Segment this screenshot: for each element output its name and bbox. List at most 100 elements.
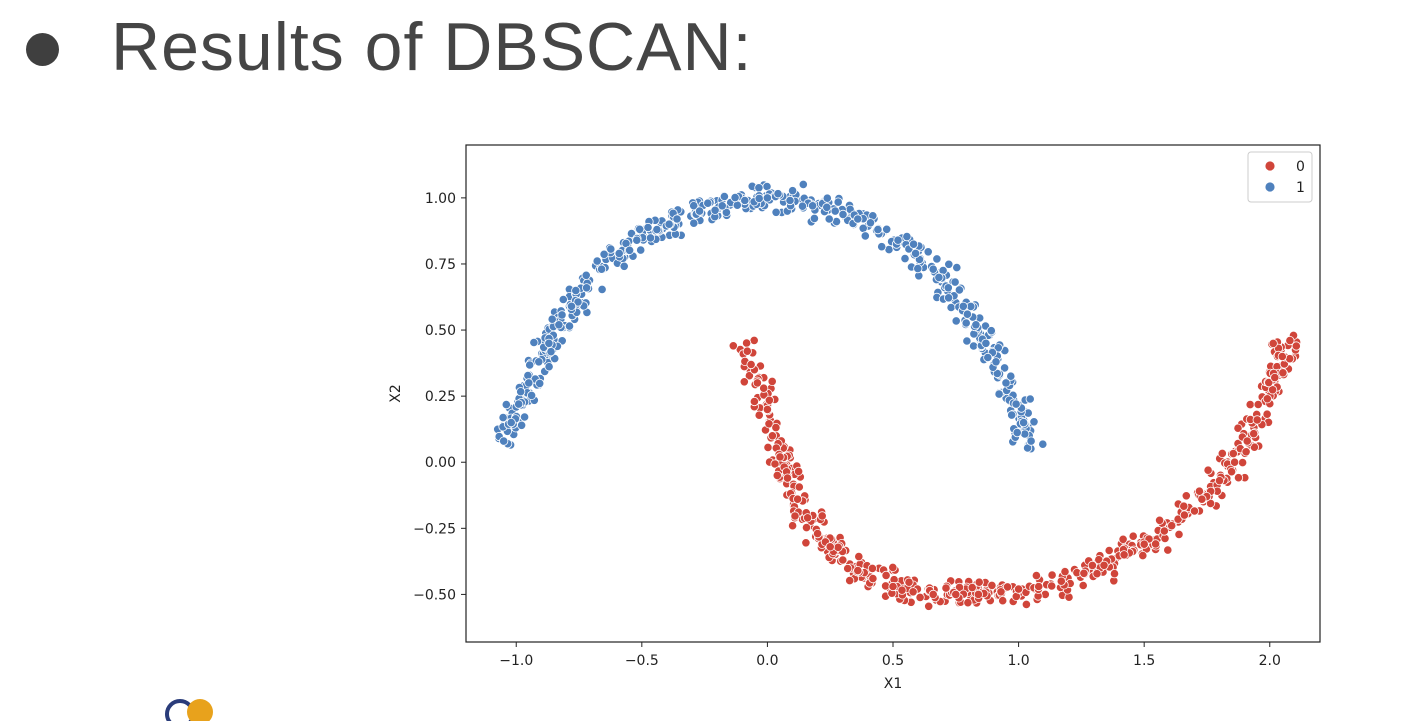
point-cluster-1 bbox=[703, 198, 713, 208]
point-cluster-1 bbox=[833, 197, 843, 207]
legend-marker bbox=[1264, 181, 1276, 193]
y-tick-label: −0.25 bbox=[413, 521, 456, 537]
point-cluster-1 bbox=[962, 336, 972, 346]
point-cluster-1 bbox=[951, 316, 961, 326]
point-cluster-0 bbox=[1167, 521, 1177, 531]
point-cluster-0 bbox=[1268, 338, 1278, 348]
point-cluster-1 bbox=[635, 224, 645, 234]
point-cluster-1 bbox=[544, 338, 554, 348]
point-cluster-1 bbox=[571, 285, 581, 296]
point-cluster-0 bbox=[1249, 442, 1260, 452]
slide-title: Results of DBSCAN: bbox=[26, 2, 753, 92]
y-tick-label: 1.00 bbox=[425, 191, 456, 207]
point-cluster-1 bbox=[882, 224, 892, 234]
point-cluster-1 bbox=[999, 363, 1010, 373]
title-text: Results of DBSCAN: bbox=[111, 9, 753, 85]
point-cluster-0 bbox=[904, 577, 914, 587]
point-cluster-1 bbox=[860, 231, 870, 241]
point-cluster-1 bbox=[971, 320, 981, 330]
point-cluster-1 bbox=[554, 320, 564, 330]
point-cluster-1 bbox=[1025, 394, 1035, 404]
point-cluster-1 bbox=[991, 357, 1001, 367]
point-cluster-0 bbox=[1179, 501, 1189, 511]
point-cluster-1 bbox=[516, 387, 526, 397]
point-cluster-0 bbox=[1217, 448, 1227, 458]
point-cluster-1 bbox=[632, 235, 642, 245]
point-cluster-0 bbox=[1138, 550, 1148, 561]
point-cluster-0 bbox=[728, 341, 738, 351]
point-cluster-1 bbox=[865, 218, 876, 228]
point-cluster-0 bbox=[928, 589, 938, 600]
point-cluster-1 bbox=[689, 201, 699, 211]
point-cluster-1 bbox=[824, 214, 834, 224]
point-cluster-1 bbox=[1011, 399, 1021, 409]
x-tick-label: 2.0 bbox=[1259, 653, 1281, 669]
point-cluster-1 bbox=[606, 244, 616, 254]
point-cluster-0 bbox=[749, 396, 760, 407]
point-cluster-0 bbox=[1021, 599, 1032, 610]
point-cluster-1 bbox=[992, 368, 1002, 379]
point-cluster-0 bbox=[1060, 567, 1070, 577]
point-cluster-0 bbox=[1262, 394, 1272, 404]
point-cluster-0 bbox=[1031, 570, 1042, 581]
point-cluster-1 bbox=[597, 284, 607, 294]
scatter-chart: −1.0 −0.5 0.0 0.5 1.0 1.5 2.0 −0.50 −0.25 0.00 0.2… bbox=[388, 144, 1321, 692]
point-cluster-1 bbox=[910, 248, 921, 258]
point-cluster-0 bbox=[1128, 531, 1138, 541]
point-cluster-0 bbox=[764, 395, 775, 405]
x-tick-label: 0.5 bbox=[882, 653, 904, 669]
point-cluster-1 bbox=[1038, 439, 1048, 449]
point-cluster-0 bbox=[967, 582, 977, 593]
point-cluster-1 bbox=[787, 186, 798, 196]
point-cluster-1 bbox=[946, 302, 956, 313]
point-cluster-1 bbox=[1026, 436, 1036, 446]
point-cluster-0 bbox=[996, 587, 1006, 597]
point-cluster-1 bbox=[614, 248, 624, 258]
point-cluster-1 bbox=[754, 193, 764, 203]
point-cluster-1 bbox=[830, 206, 840, 216]
point-cluster-1 bbox=[645, 233, 656, 243]
point-cluster-1 bbox=[573, 297, 583, 307]
point-cluster-0 bbox=[752, 378, 763, 388]
point-cluster-1 bbox=[534, 357, 544, 367]
point-cluster-0 bbox=[1214, 476, 1225, 486]
point-cluster-1 bbox=[797, 201, 808, 211]
point-cluster-1 bbox=[599, 249, 609, 259]
point-cluster-1 bbox=[807, 201, 818, 211]
point-cluster-0 bbox=[1206, 498, 1216, 508]
point-cluster-1 bbox=[689, 218, 699, 228]
series-1 bbox=[493, 179, 1048, 454]
point-cluster-0 bbox=[833, 542, 843, 552]
point-cluster-0 bbox=[1233, 473, 1244, 483]
point-cluster-0 bbox=[881, 570, 891, 581]
point-cluster-1 bbox=[664, 219, 674, 229]
point-cluster-1 bbox=[928, 264, 938, 274]
point-cluster-0 bbox=[1099, 560, 1109, 570]
point-cluster-1 bbox=[950, 277, 960, 287]
point-cluster-1 bbox=[934, 272, 944, 282]
point-cluster-1 bbox=[636, 245, 646, 255]
point-cluster-1 bbox=[529, 337, 539, 348]
point-cluster-0 bbox=[1002, 582, 1013, 592]
point-cluster-1 bbox=[900, 254, 910, 264]
legend-label: 0 bbox=[1296, 159, 1305, 175]
point-cluster-1 bbox=[877, 242, 887, 252]
point-cluster-1 bbox=[798, 179, 808, 189]
point-cluster-0 bbox=[1047, 570, 1057, 580]
point-cluster-0 bbox=[1047, 581, 1057, 591]
x-tick-label: 0.0 bbox=[756, 653, 778, 669]
point-cluster-0 bbox=[1179, 510, 1190, 520]
logo-icon bbox=[165, 697, 217, 721]
point-cluster-0 bbox=[1241, 447, 1251, 457]
point-cluster-1 bbox=[1001, 378, 1011, 388]
point-cluster-1 bbox=[710, 205, 720, 215]
point-cluster-1 bbox=[754, 183, 764, 193]
point-cluster-0 bbox=[1092, 569, 1102, 579]
point-cluster-1 bbox=[943, 283, 953, 293]
legend-marker bbox=[1264, 160, 1276, 172]
bullet-icon bbox=[26, 32, 59, 66]
point-cluster-0 bbox=[742, 346, 752, 356]
point-cluster-1 bbox=[1007, 410, 1017, 420]
point-cluster-1 bbox=[994, 389, 1004, 399]
point-cluster-0 bbox=[998, 596, 1008, 606]
